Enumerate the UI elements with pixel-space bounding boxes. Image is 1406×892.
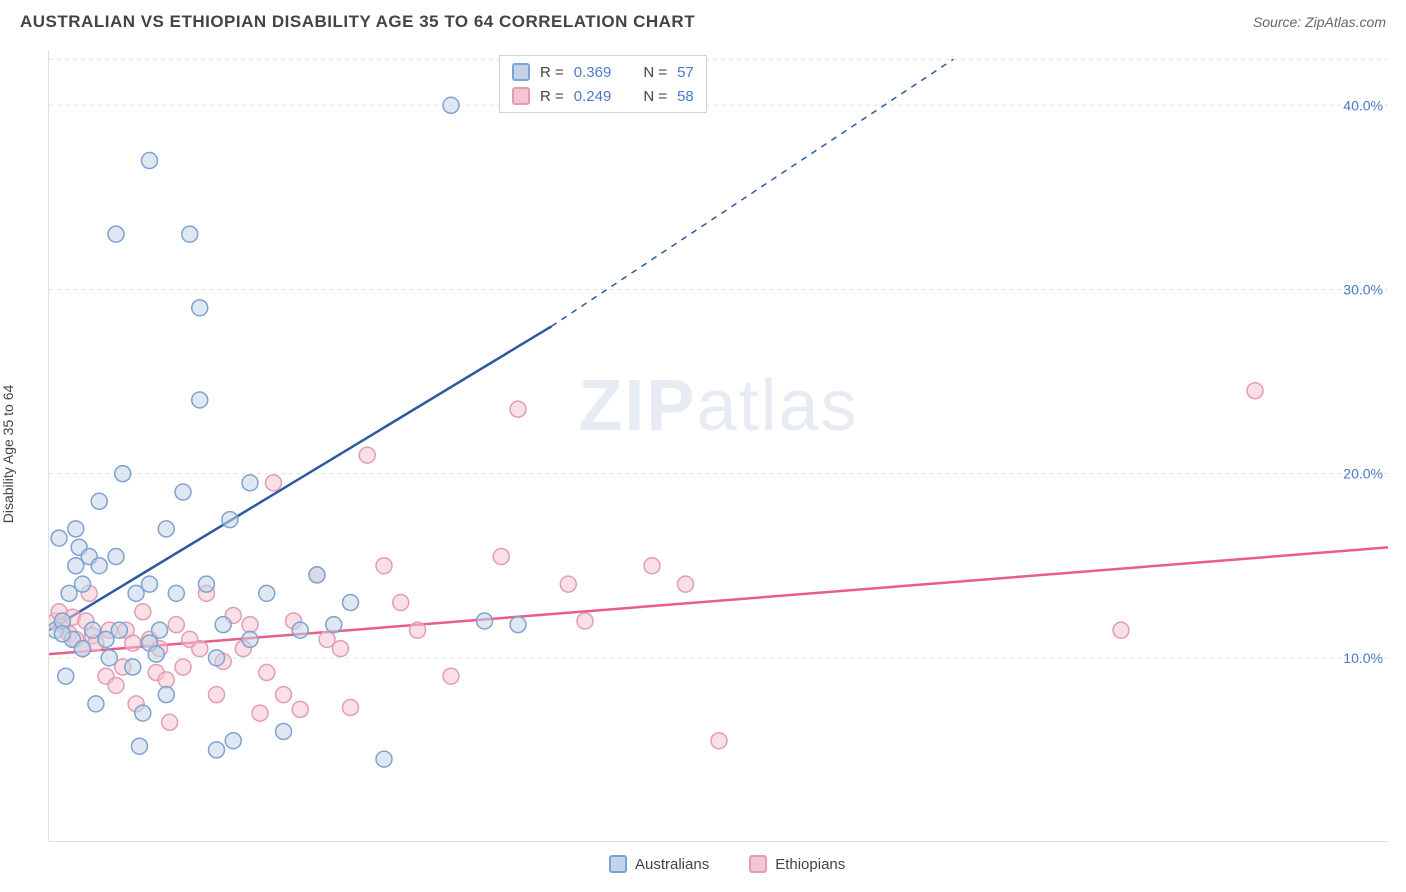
legend-label: Australians (635, 856, 709, 873)
r-value-pink: 0.249 (574, 88, 612, 105)
n-label: N = (643, 88, 667, 105)
legend-row-blue: R = 0.369 N = 57 (512, 60, 694, 84)
chart-title: AUSTRALIAN VS ETHIOPIAN DISABILITY AGE 3… (20, 12, 695, 32)
svg-text:30.0%: 30.0% (1343, 281, 1383, 297)
source-text: Source: ZipAtlas.com (1253, 14, 1386, 30)
r-value-blue: 0.369 (574, 64, 612, 81)
legend-label: Ethiopians (775, 856, 845, 873)
swatch-blue (609, 855, 627, 873)
swatch-blue (512, 63, 530, 81)
legend-item-australians: Australians (609, 855, 709, 873)
r-label: R = (540, 64, 564, 81)
y-axis-label: Disability Age 35 to 64 (0, 385, 16, 524)
legend-item-ethiopians: Ethiopians (749, 855, 845, 873)
svg-text:20.0%: 20.0% (1343, 466, 1383, 482)
chart-plot-area: ZIPatlas 10.0%20.0%30.0%40.0%0.0%40.0% R… (48, 50, 1388, 842)
scatter-svg: 10.0%20.0%30.0%40.0%0.0%40.0% (49, 50, 1388, 841)
n-value-pink: 58 (677, 88, 694, 105)
svg-text:40.0%: 40.0% (1343, 97, 1383, 113)
legend-row-pink: R = 0.249 N = 58 (512, 84, 694, 108)
correlation-legend: R = 0.369 N = 57 R = 0.249 N = 58 (499, 55, 707, 113)
svg-text:10.0%: 10.0% (1343, 650, 1383, 666)
swatch-pink (512, 87, 530, 105)
n-label: N = (643, 64, 667, 81)
n-value-blue: 57 (677, 64, 694, 81)
r-label: R = (540, 88, 564, 105)
series-legend: Australians Ethiopians (609, 855, 845, 873)
swatch-pink (749, 855, 767, 873)
